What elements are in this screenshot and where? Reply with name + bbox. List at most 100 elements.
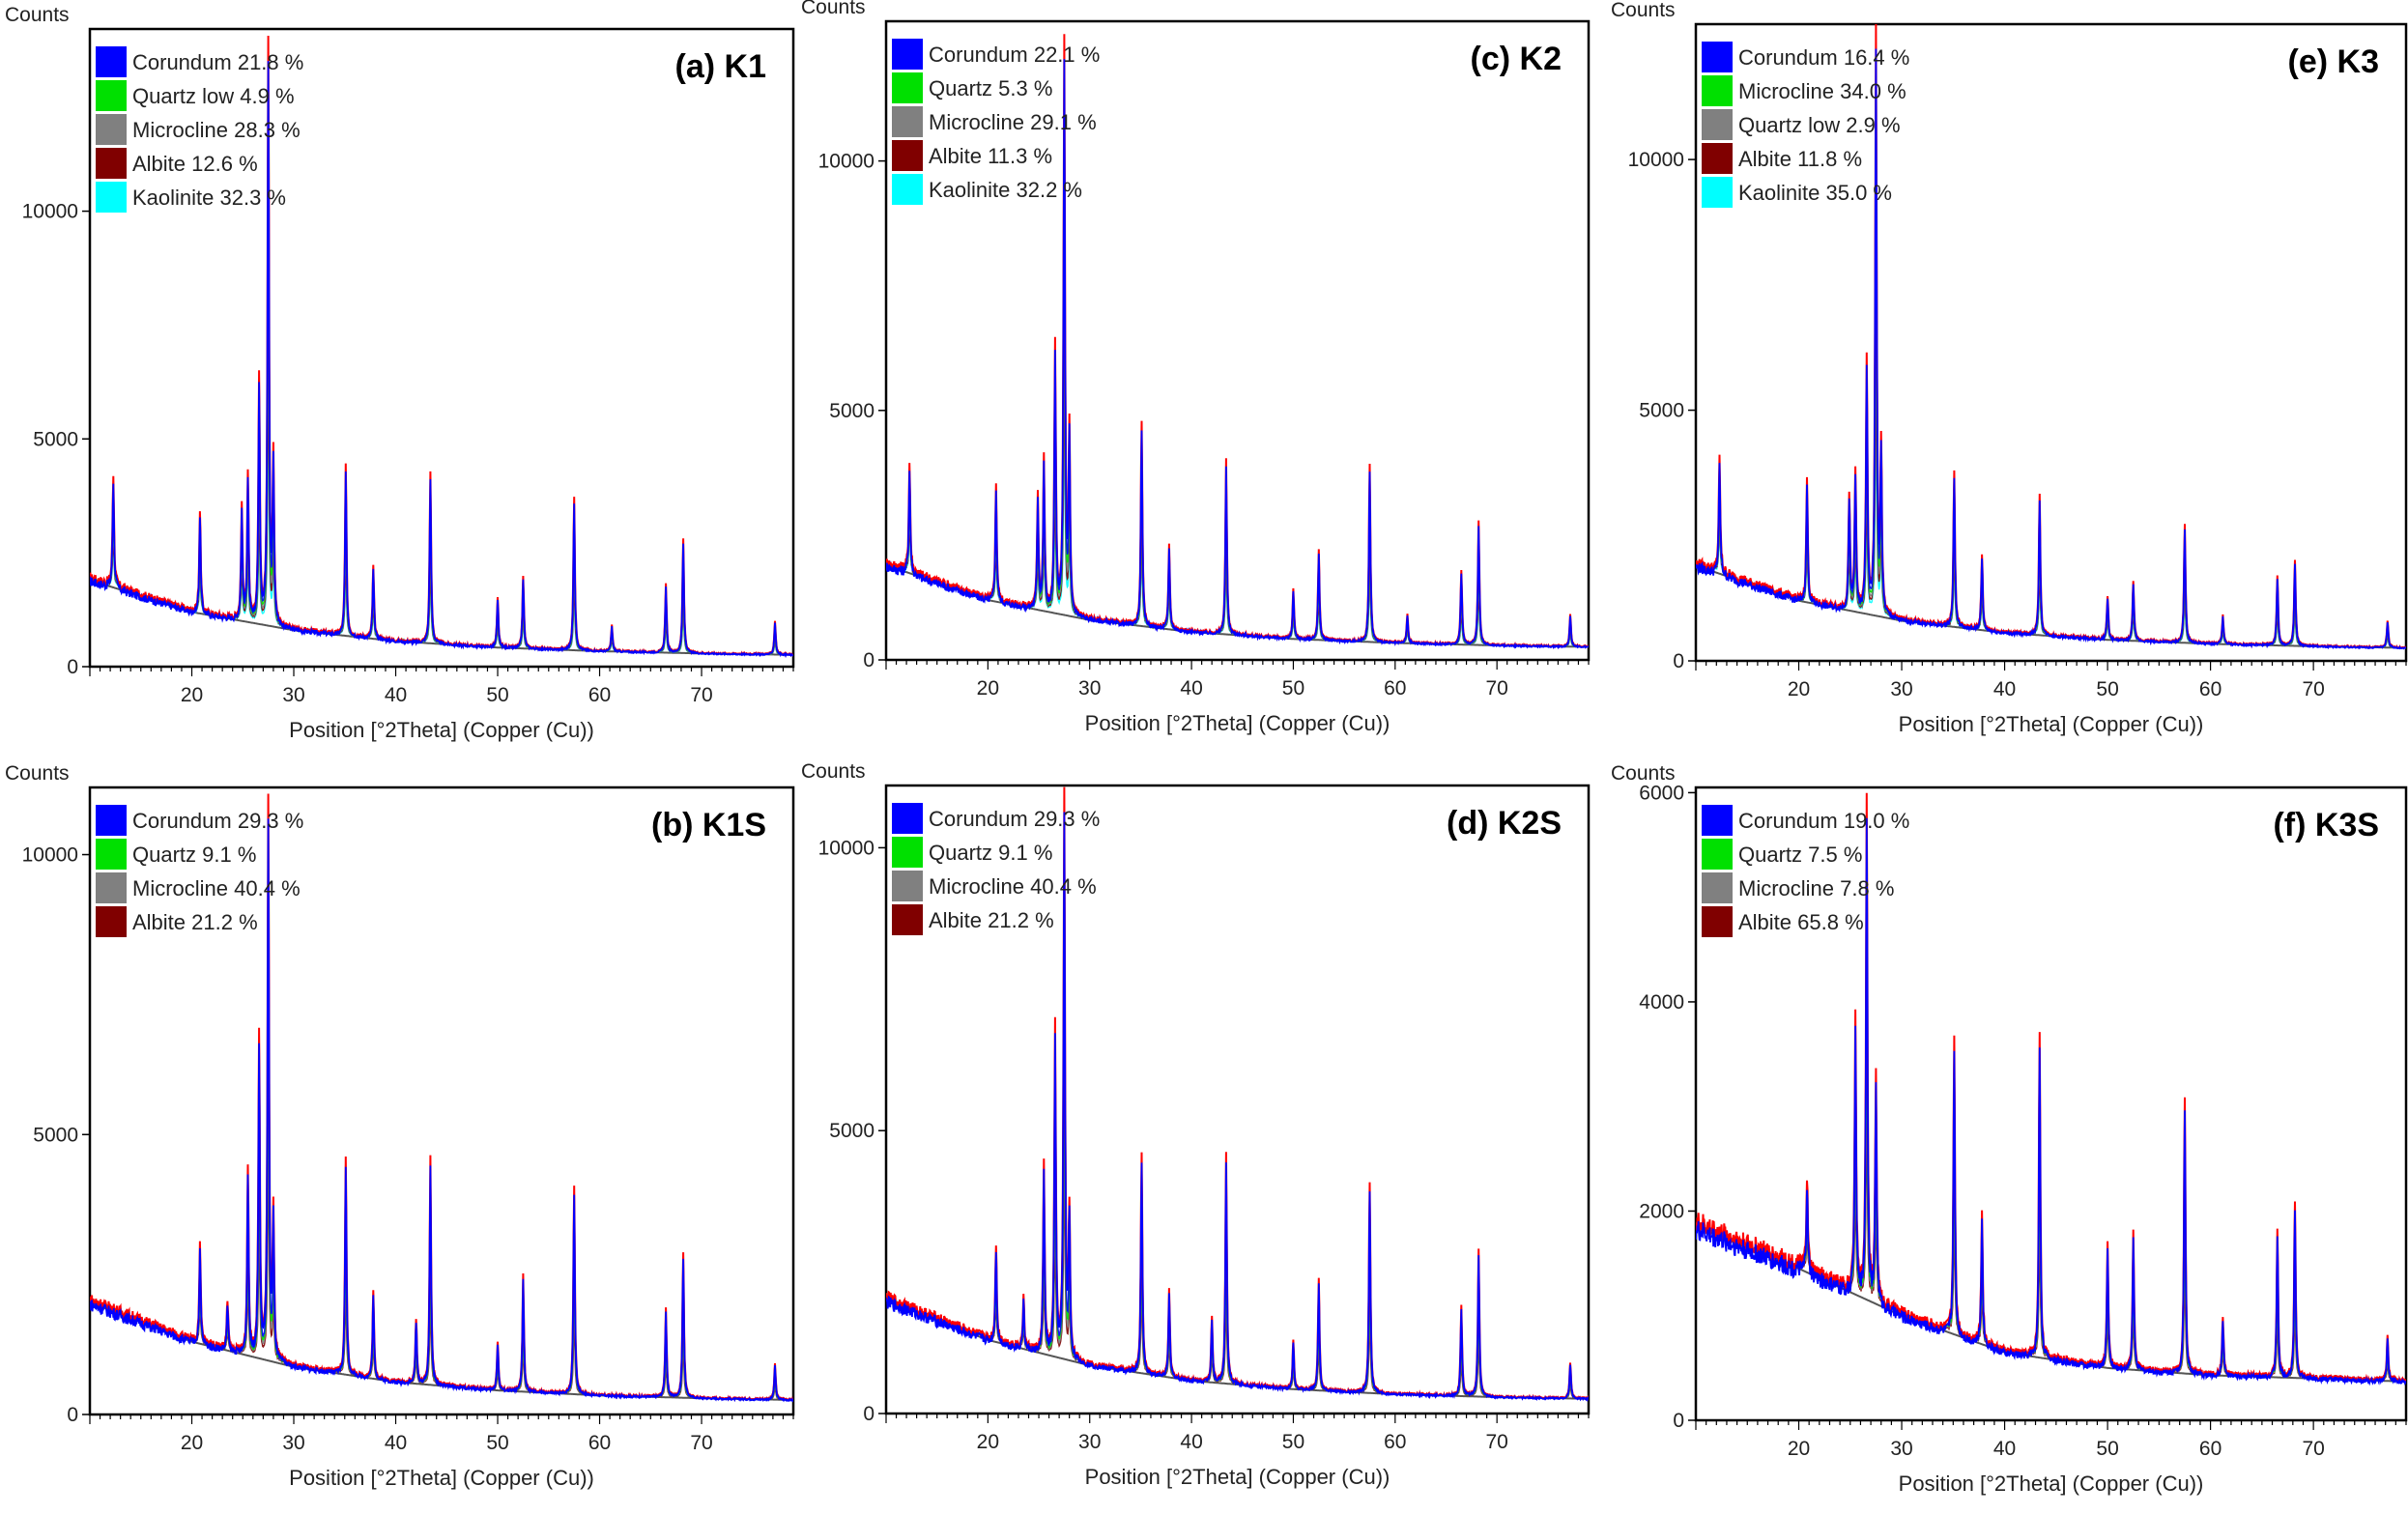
x-tick-label: 70 (2302, 678, 2324, 700)
x-tick-label: 30 (1078, 1431, 1101, 1453)
x-tick-label: 30 (282, 684, 304, 706)
x-tick-label: 70 (1485, 677, 1507, 700)
x-tick-label: 70 (1485, 1431, 1507, 1453)
y-tick-label: 0 (67, 1404, 78, 1426)
legend-swatch (96, 805, 127, 836)
y-tick-label: 4000 (1639, 991, 1684, 1014)
legend-label: Quartz 5.3 % (929, 76, 1052, 100)
plot-area (886, 786, 1589, 1403)
x-tick-label: 50 (486, 684, 508, 706)
legend-swatch (96, 182, 127, 213)
legend-swatch (892, 174, 923, 205)
x-tick-label: 70 (690, 684, 712, 706)
x-tick-label: 50 (2096, 1438, 2118, 1460)
legend-swatch (892, 72, 923, 103)
x-tick-label: 40 (1180, 677, 1202, 700)
plot-area (1696, 24, 2406, 650)
legend-label: Albite 65.8 % (1738, 910, 1864, 934)
legend-label: Kaolinite 32.2 % (929, 178, 1082, 202)
y-tick-label: 10000 (818, 837, 874, 859)
legend-label: Quartz 9.1 % (929, 841, 1052, 865)
panel-title: (f) K3S (2273, 807, 2379, 843)
y-tick-label: 10000 (22, 844, 78, 867)
plot-frame (1694, 22, 2408, 663)
legend-label: Quartz low 4.9 % (132, 84, 295, 108)
legend-swatch (96, 80, 127, 111)
panel-title: (c) K2 (1471, 41, 1562, 77)
x-tick-label: 20 (1788, 1438, 1810, 1460)
legend-label: Quartz 9.1 % (132, 843, 256, 867)
y-axis-label: Counts (5, 762, 70, 785)
y-tick-label: 0 (863, 649, 874, 671)
x-tick-label: 60 (2199, 1438, 2222, 1460)
legend-label: Kaolinite 32.3 % (132, 186, 286, 210)
y-tick-label: 10000 (1628, 149, 1684, 171)
legend-swatch (892, 837, 923, 868)
y-tick-label: 2000 (1639, 1200, 1684, 1222)
panel-title: (e) K3 (2288, 43, 2379, 80)
x-tick-label: 20 (977, 677, 999, 700)
legend-swatch (96, 839, 127, 870)
x-tick-label: 50 (2096, 678, 2118, 700)
panel-title: (a) K1 (675, 48, 766, 85)
legend-swatch (96, 46, 127, 77)
plot-area (90, 793, 793, 1403)
legend-label: Microcline 29.1 % (929, 110, 1097, 134)
x-tick-label: 30 (282, 1432, 304, 1454)
x-tick-label: 60 (1384, 677, 1406, 700)
legend-label: Corundum 29.3 % (929, 807, 1100, 831)
y-axis-label: Counts (1611, 762, 1676, 785)
x-tick-label: 30 (1890, 1438, 1912, 1460)
legend-swatch (892, 904, 923, 935)
x-tick-label: 40 (1993, 678, 2016, 700)
y-tick-label: 0 (1673, 1410, 1684, 1432)
x-axis-label: Position [°2Theta] (Copper (Cu)) (289, 718, 594, 742)
legend-label: Corundum 19.0 % (1738, 809, 1909, 833)
x-tick-label: 30 (1078, 677, 1101, 700)
legend-label: Quartz low 2.9 % (1738, 113, 1901, 137)
legend-label: Albite 12.6 % (132, 152, 258, 176)
y-tick-label: 5000 (33, 1124, 78, 1146)
x-tick-label: 20 (181, 684, 203, 706)
legend-swatch (1702, 75, 1733, 106)
y-tick-label: 0 (67, 656, 78, 678)
calculated-pattern (886, 812, 1589, 1403)
y-axis-label: Counts (801, 0, 866, 18)
legend-label: Albite 11.3 % (929, 144, 1052, 168)
chart-panel-5: Counts 0 5000 10000 20 30 40 50 60 70 Position [°2… (801, 760, 1591, 1489)
x-tick-label: 40 (385, 1432, 407, 1454)
legend-label: Quartz 7.5 % (1738, 843, 1862, 867)
plot-area (1696, 792, 2406, 1386)
legend-swatch (892, 803, 923, 834)
legend-swatch (1702, 872, 1733, 903)
y-tick-label: 5000 (829, 1120, 874, 1142)
x-tick-label: 60 (588, 1432, 611, 1454)
y-axis-label: Counts (1611, 0, 1676, 21)
x-tick-label: 40 (1993, 1438, 2016, 1460)
x-axis-label: Position [°2Theta] (Copper (Cu)) (1085, 1465, 1390, 1489)
plot-frame (1694, 786, 2408, 1422)
x-axis-label: Position [°2Theta] (Copper (Cu)) (1899, 712, 2204, 736)
plot-frame (884, 19, 1591, 662)
legend-swatch (96, 906, 127, 937)
chart-panel-3: Counts 0 5000 10000 20 30 40 50 60 70 Position [°2… (1611, 0, 2408, 736)
plot-area (886, 34, 1589, 649)
legend-label: Microcline 7.8 % (1738, 876, 1894, 900)
x-axis-label: Position [°2Theta] (Copper (Cu)) (289, 1466, 594, 1490)
calculated-pattern (1696, 48, 2406, 650)
calculated-pattern (886, 59, 1589, 649)
x-axis-label: Position [°2Theta] (Copper (Cu)) (1085, 711, 1390, 735)
legend-swatch (1702, 805, 1733, 836)
panel-title: (b) K1S (651, 807, 766, 843)
legend-swatch (1702, 109, 1733, 140)
x-tick-label: 50 (1282, 1431, 1304, 1453)
legend-swatch (1702, 177, 1733, 208)
legend-swatch (892, 140, 923, 171)
legend-swatch (892, 871, 923, 901)
legend-label: Albite 21.2 % (929, 908, 1054, 932)
legend-swatch (96, 872, 127, 903)
x-tick-label: 50 (1282, 677, 1304, 700)
y-tick-label: 10000 (818, 151, 874, 173)
y-tick-label: 6000 (1639, 782, 1684, 804)
